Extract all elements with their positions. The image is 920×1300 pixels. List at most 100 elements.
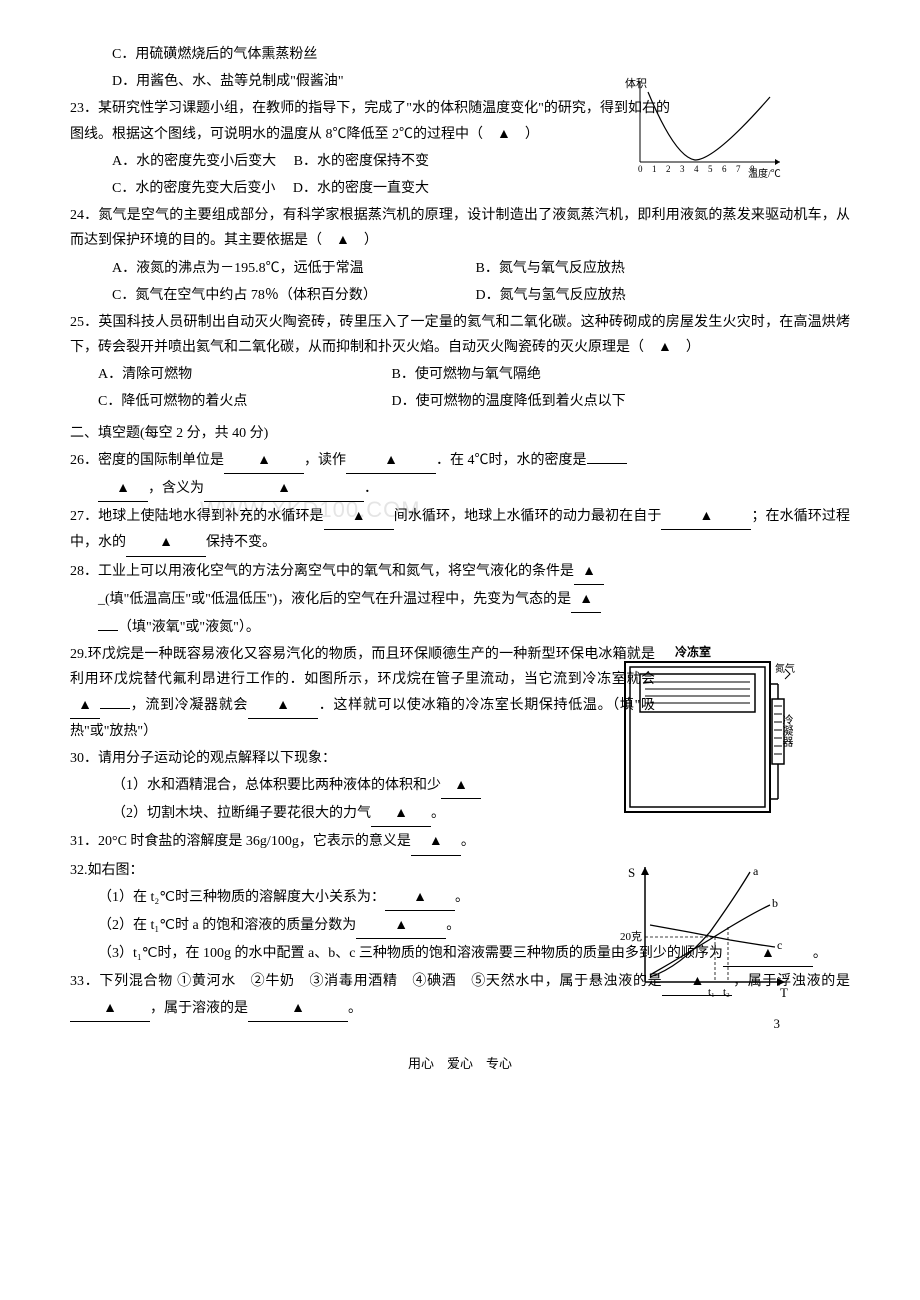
blank [587, 463, 627, 464]
q23-opt-d: D．水的密度一直变大 [293, 181, 429, 196]
svg-text:3: 3 [680, 164, 685, 174]
blank: ▲ [248, 693, 318, 719]
blank: ▲ [204, 476, 364, 502]
q32-s2p1: （2）在 t₁℃时 a 的饱和溶液的质量分数为 [98, 918, 356, 933]
q25-opt-c: C．降低可燃物的着火点 [98, 389, 388, 414]
blank: ▲ [70, 996, 150, 1022]
fig2-title: 冷冻室 [675, 644, 711, 659]
svg-text:1: 1 [652, 164, 657, 174]
q28-p1: 28．工业上可以用液化空气的方法分离空气中的氧气和氮气，将空气液化的条件是 [70, 564, 574, 579]
q33-p1: 33．下列混合物 ①黄河水 ②牛奶 ③消毒用酒精 ④碘酒 ⑤天然水中，属于悬浊液… [70, 974, 662, 989]
q31-p1: 31．20°C 时食盐的溶解度是 36g/100g，它表示的意义是 [70, 834, 411, 849]
blank: ▲ [324, 504, 394, 530]
footer-text: 用心 爱心 专心 [70, 1052, 850, 1075]
q25-opt-a: A．清除可燃物 [98, 362, 388, 387]
q26: 26．密度的国际制单位是▲，读作▲．在 4℃时，水的密度是 [70, 448, 850, 474]
svg-text:b: b [772, 896, 778, 910]
figure-volume-temp: 体积 温度/℃ 0 1 2 3 4 5 6 7 8 [620, 72, 790, 182]
q28c: （填"液氧"或"液氮"）。 [70, 615, 850, 640]
fig3-xlabel: T [780, 985, 788, 1000]
blank [100, 708, 130, 709]
q26-p2: ，读作 [304, 453, 346, 468]
q29-p2: ，流到冷凝器就会 [130, 698, 248, 713]
blank: ▲ [411, 829, 461, 855]
blank: ▲ [441, 773, 481, 799]
svg-text:氮气: 氮气 [775, 662, 795, 675]
q28-p2: _(填"低温高压"或"低温低压")，液化后的空气在升温过程中，先变为气态的是 [98, 592, 571, 607]
page-content: 体积 温度/℃ 0 1 2 3 4 5 6 7 8 C．用硫磺燃烧后的气体熏蒸粉… [70, 42, 850, 1075]
q27-p4: 保持不变。 [206, 535, 276, 550]
blank [98, 630, 118, 631]
q25-opts-cd: C．降低可燃物的着火点 D．使可燃物的温度降低到着火点以下 [70, 389, 850, 414]
svg-text:0: 0 [638, 164, 643, 174]
svg-text:6: 6 [722, 164, 727, 174]
blank: ▲ [371, 801, 431, 827]
svg-text:5: 5 [708, 164, 713, 174]
q32-s1p1: （1）在 t₂℃时三种物质的溶解度大小关系为： [98, 890, 385, 905]
q31-p2: 。 [461, 834, 475, 849]
figure-refrigerator: 冷冻室 冷凝器 氮气 [615, 644, 795, 819]
q22-opt-c: C．用硫磺燃烧后的气体熏蒸粉丝 [70, 42, 850, 67]
blank: ▲ [224, 448, 304, 474]
q32-s1p2: 。 [455, 890, 469, 905]
q26-p1: 26．密度的国际制单位是 [70, 453, 224, 468]
q33-p4: 。 [348, 1001, 362, 1016]
q30-s2p1: （2）切割木块、拉断绳子要花很大的力气 [112, 806, 371, 821]
q26b: ▲，含义为▲． [70, 476, 850, 502]
blank: ▲ [574, 559, 604, 585]
fig3-ymark: 20克 [620, 930, 642, 943]
q24-opt-b: B．氮气与氧气反应放热 [476, 261, 625, 276]
q24-opt-a: A．液氮的沸点为－195.8℃，远低于常温 [112, 256, 472, 281]
q27-p2: 间水循环，地球上水循环的动力最初在自于 [394, 509, 662, 524]
blank: ▲ [356, 913, 446, 939]
q27-p1: 27．地球上使陆地水得到补充的水循环是 [70, 509, 324, 524]
q31: 31．20°C 时食盐的溶解度是 36g/100g，它表示的意义是▲。 [70, 829, 850, 855]
q24-stem: 24．氮气是空气的主要组成部分，有科学家根据蒸汽机的原理，设计制造出了液氮蒸汽机… [70, 203, 850, 253]
blank: ▲ [385, 885, 455, 911]
q32-s2p2: 。 [446, 918, 460, 933]
section-2-title: 二、填空题(每空 2 分，共 40 分) [70, 421, 850, 446]
blank: ▲ [126, 530, 206, 556]
figure-solubility: S T a b c 20克 t₁ t₂ [620, 857, 795, 1007]
svg-text:t₂: t₂ [723, 986, 730, 998]
q25-stem: 25．英国科技人员研制出自动灭火陶瓷砖，砖里压入了一定量的氦气和二氧化碳。这种砖… [70, 310, 850, 360]
q23-opt-c: C．水的密度先变大后变小 [112, 181, 275, 196]
q25-opts-ab: A．清除可燃物 B．使可燃物与氧气隔绝 [70, 362, 850, 387]
blank: ▲ [661, 504, 751, 530]
fig1-ylabel: 体积 [625, 76, 647, 90]
q28b: _(填"低温高压"或"低温低压")，液化后的空气在升温过程中，先变为气态的是▲ [70, 587, 850, 613]
q30-end: 。 [431, 806, 445, 821]
q26-p3: ．在 4℃时，水的密度是 [436, 453, 587, 468]
q28: 28．工业上可以用液化空气的方法分离空气中的氧气和氮气，将空气液化的条件是▲ [70, 559, 850, 585]
svg-text:2: 2 [666, 164, 671, 174]
q26-p5: ． [364, 481, 378, 496]
svg-text:a: a [753, 864, 759, 878]
svg-text:t₁: t₁ [708, 986, 715, 998]
blank: ▲ [571, 587, 601, 613]
fig2-side: 冷凝器 [781, 714, 794, 748]
q23-opt-a: A．水的密度先变小后变大 [112, 154, 276, 169]
q23-opt-b: B．水的密度保持不变 [294, 154, 429, 169]
page-number: 3 [774, 1012, 781, 1035]
q25-opt-d: D．使可燃物的温度降低到着火点以下 [392, 394, 626, 409]
q27: 27．地球上使陆地水得到补充的水循环是▲间水循环，地球上水循环的动力最初在自于▲… [70, 504, 850, 556]
q28-p3: （填"液氧"或"液氮"）。 [118, 620, 260, 635]
q24-opts-ab: A．液氮的沸点为－195.8℃，远低于常温 B．氮气与氧气反应放热 [70, 256, 850, 281]
q26-p4: ，含义为 [148, 481, 204, 496]
q32-s3p2: 。 [813, 946, 827, 961]
q24-opt-d: D．氮气与氢气反应放热 [476, 288, 626, 303]
blank: ▲ [70, 693, 100, 719]
svg-text:c: c [777, 938, 782, 952]
svg-text:4: 4 [694, 164, 699, 174]
blank: ▲ [346, 448, 436, 474]
blank: ▲ [248, 996, 348, 1022]
q33-p3: ，属于溶液的是 [150, 1001, 248, 1016]
q29-p1: 29.环戊烷是一种既容易液化又容易汽化的物质，而且环保顺德生产的一种新型环保电冰… [70, 647, 655, 687]
q30-s1p1: （1）水和酒精混合，总体积要比两种液体的体积和少 [112, 778, 441, 793]
q24-opt-c: C．氮气在空气中约占 78％（体积百分数） [112, 283, 472, 308]
fig3-ylabel: S [628, 865, 635, 880]
blank: ▲ [98, 476, 148, 502]
svg-text:8: 8 [750, 164, 755, 174]
q25-opt-b: B．使可燃物与氧气隔绝 [392, 367, 541, 382]
svg-text:7: 7 [736, 164, 741, 174]
